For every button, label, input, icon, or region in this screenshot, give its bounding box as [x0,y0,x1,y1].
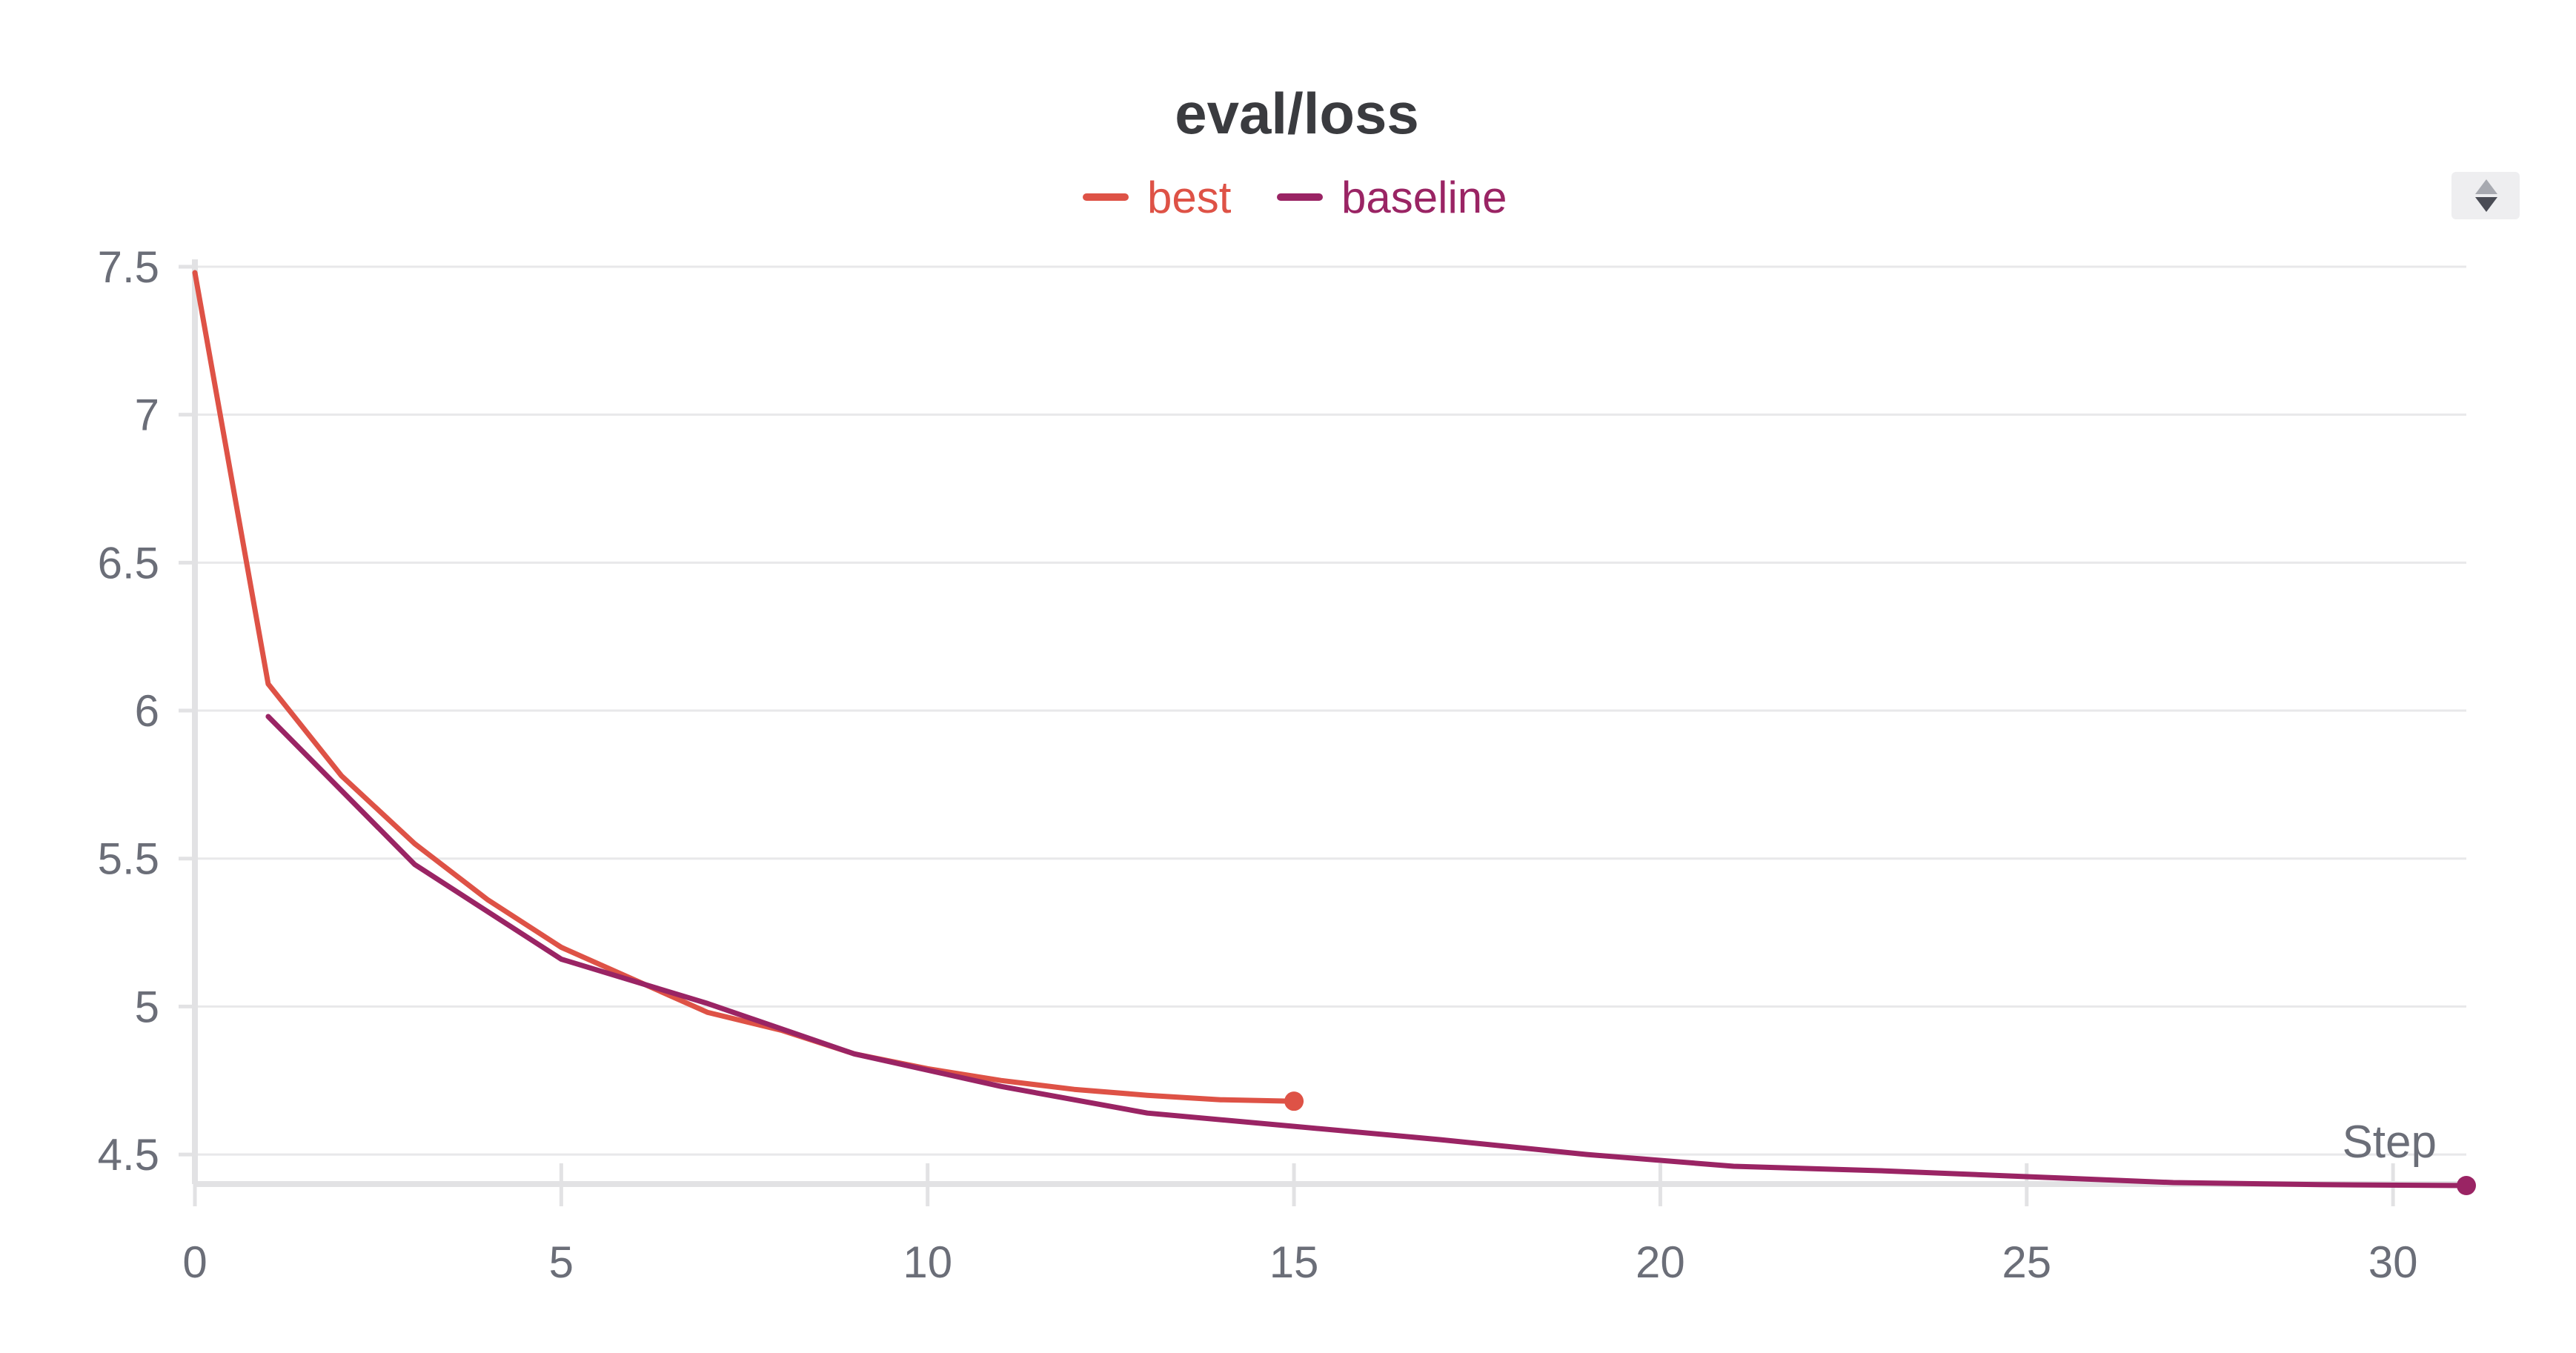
x-tick-label: 30 [2368,1237,2418,1287]
axes [192,259,2466,1187]
x-axis-ticks: 0 5 10 15 20 25 30 [182,1163,2418,1287]
series [192,270,2476,1195]
chart-title: eval/loss [1175,81,1419,146]
series-line-best [192,270,1297,1104]
y-tick-label: 6.5 [98,538,159,588]
y-tick-label: 5 [135,982,159,1031]
series-end-marker-baseline [2457,1175,2476,1195]
x-tick-label: 10 [903,1237,952,1287]
y-tick-label: 7 [135,390,159,440]
sort-up-arrow-icon [2475,179,2497,194]
legend-label: best [1147,173,1232,222]
sort-down-arrow-icon [2475,197,2497,212]
x-tick-label: 20 [1636,1237,1685,1287]
legend-item-best[interactable]: best [1083,173,1232,222]
legend: best baseline [1083,173,1507,222]
y-tick-label: 7.5 [98,242,159,292]
y-tick-label: 6 [135,686,159,736]
series-line-baseline [265,714,2469,1189]
x-tick-label: 0 [182,1237,207,1287]
x-tick-label: 5 [549,1237,574,1287]
x-axis-label: Step [2342,1117,2437,1168]
legend-item-baseline[interactable]: baseline [1277,173,1507,222]
legend-label: baseline [1341,173,1507,222]
series-end-marker-best [1284,1091,1304,1111]
y-axis-ticks: 4.5 5 5.5 6 6.5 7 7.5 [98,242,195,1180]
grid [195,265,2466,1156]
x-tick-label: 25 [2002,1237,2051,1287]
y-tick-label: 5.5 [98,834,159,884]
y-tick-label: 4.5 [98,1130,159,1180]
x-tick-label: 15 [1269,1237,1319,1287]
sort-control-button[interactable] [2451,172,2520,219]
